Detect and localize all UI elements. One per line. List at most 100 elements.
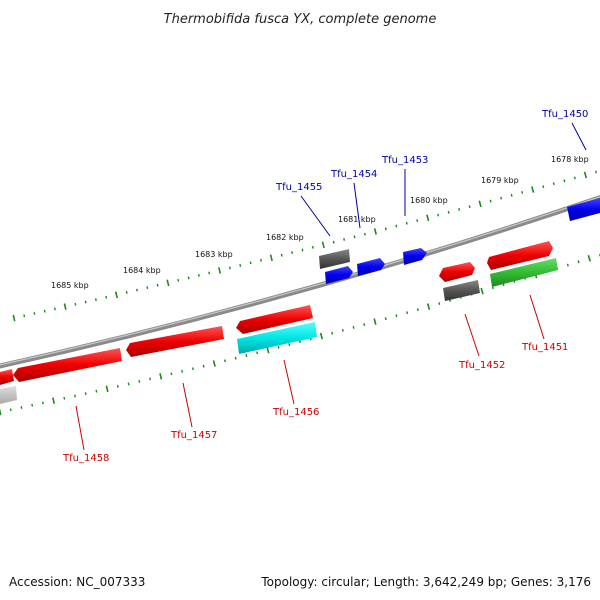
gene-arrow-blue-e[interactable] (325, 266, 353, 284)
gene-label-tfu-1452[interactable]: Tfu_1452 (458, 360, 505, 371)
gene-arrow-blue-c[interactable] (403, 248, 427, 265)
scale-tick-top-0 (12, 314, 16, 322)
scale-tick-top-16 (177, 278, 180, 282)
scale-tick-bottom-53 (566, 263, 569, 267)
gene-label-tfu-1455[interactable]: Tfu_1455 (275, 182, 322, 193)
callout-line-tfu-1450 (571, 122, 587, 151)
scale-tick-top-34 (363, 232, 366, 236)
kbp-label-1684: 1684 kbp (123, 266, 161, 275)
gene-label-tfu-1456[interactable]: Tfu_1456 (272, 407, 319, 418)
scale-tick-bottom-23 (245, 354, 248, 357)
kbp-label-1678: 1678 kbp (551, 155, 589, 164)
scale-tick-top-29 (311, 245, 314, 249)
scale-tick-top-21 (228, 266, 231, 270)
gene-label-tfu-1458[interactable]: Tfu_1458 (62, 453, 109, 464)
scale-tick-bottom-22 (234, 356, 237, 360)
kbp-label-1680: 1680 kbp (410, 196, 448, 205)
scale-tick-top-52 (552, 182, 555, 186)
gene-label-tfu-1454[interactable]: Tfu_1454 (330, 169, 377, 180)
scale-tick-bottom-16 (170, 372, 173, 376)
kbp-label-1682: 1682 kbp (266, 233, 304, 242)
scale-tick-top-4 (53, 307, 56, 311)
scale-tick-top-51 (542, 185, 545, 189)
scale-tick-bottom-55 (587, 255, 591, 262)
scale-tick-top-47 (500, 196, 503, 200)
scale-tick-bottom-26 (277, 345, 280, 349)
scale-tick-bottom-35 (373, 318, 377, 325)
scale-tick-bottom-21 (224, 359, 226, 363)
scale-tick-bottom-31 (331, 331, 334, 335)
gene-label-tfu-1457[interactable]: Tfu_1457 (170, 430, 217, 441)
scale-tick-bottom-54 (577, 260, 580, 264)
gene-label-tfu-1451[interactable]: Tfu_1451 (521, 342, 568, 353)
callout-line-tfu-1451 (529, 294, 545, 340)
scale-tick-bottom-1 (9, 408, 12, 412)
genome-summary-text: Topology: circular; Length: 3,642,249 bp… (260, 575, 591, 589)
gene-arrow-red-g[interactable] (236, 305, 313, 334)
scale-tick-top-28 (301, 248, 304, 252)
gene-box-light-gray[interactable] (0, 386, 17, 404)
scale-tick-top-6 (74, 302, 77, 306)
kbp-label-1681: 1681 kbp (338, 215, 376, 224)
scale-tick-bottom-7 (74, 394, 76, 398)
scale-tick-top-17 (187, 276, 190, 280)
scale-tick-bottom-5 (52, 397, 55, 404)
scale-tick-bottom-18 (191, 367, 194, 371)
scale-tick-top-13 (146, 286, 149, 290)
scale-tick-top-30 (321, 241, 325, 249)
genome-backbone (0, 195, 600, 369)
scale-tick-top-55 (583, 171, 588, 179)
scale-tick-bottom-17 (181, 369, 184, 373)
genome-backbone-highlight (0, 196, 600, 366)
scale-tick-bottom-2 (20, 406, 23, 409)
scale-tick-bottom-15 (159, 373, 163, 380)
scale-tick-bottom-8 (84, 392, 87, 396)
scale-tick-top-49 (521, 191, 524, 194)
scale-tick-bottom-10 (105, 385, 109, 393)
callout-line-tfu-1455 (300, 195, 331, 237)
gene-arrow-red-i[interactable] (13, 348, 122, 382)
scale-tick-top-38 (405, 221, 408, 225)
scale-tick-top-41 (437, 213, 440, 217)
map-title: Thermobifida fusca YX, complete genome (164, 12, 437, 27)
scale-tick-top-3 (43, 309, 46, 313)
scale-tick-bottom-3 (31, 403, 34, 407)
gene-arrow-red-a[interactable] (487, 241, 553, 270)
scale-tick-top-7 (84, 300, 87, 304)
scale-tick-top-53 (563, 179, 566, 183)
gene-tfu-1452-box[interactable] (443, 280, 480, 301)
scale-tick-top-10 (114, 291, 118, 299)
gene-tfu-1451-box[interactable] (490, 258, 558, 287)
scale-tick-bottom-27 (288, 343, 291, 346)
gene-arrow-red-h[interactable] (126, 326, 224, 357)
scale-tick-top-50 (531, 186, 535, 193)
scale-tick-top-9 (105, 295, 108, 299)
scale-tick-top-27 (291, 251, 294, 255)
scale-tick-bottom-41 (438, 302, 441, 305)
scale-tick-top-40 (426, 214, 430, 222)
scale-tick-bottom-14 (149, 377, 151, 381)
scale-tick-top-31 (332, 240, 335, 244)
gene-label-tfu-1453[interactable]: Tfu_1453 (381, 155, 428, 166)
scale-tick-bottom-46 (491, 286, 494, 290)
scale-tick-bottom-34 (363, 323, 366, 326)
gene-label-tfu-1450[interactable]: Tfu_1450 (541, 109, 588, 120)
callout-line-tfu-1452 (464, 313, 480, 357)
gene-box-gray-f[interactable] (319, 249, 350, 269)
gene-tfu-1450[interactable] (567, 198, 600, 221)
scale-tick-bottom-40 (426, 303, 431, 310)
gene-tfu-1456-box[interactable] (237, 322, 317, 354)
gene-arrow-blue-d[interactable] (357, 258, 385, 276)
scale-tick-top-44 (468, 205, 471, 209)
scale-tick-bottom-6 (63, 396, 66, 400)
callout-line-tfu-1454 (353, 182, 361, 229)
scale-tick-bottom-30 (319, 332, 324, 340)
scale-tick-top-36 (384, 227, 387, 231)
callout-lines (75, 122, 587, 451)
scale-tick-top-46 (489, 199, 492, 203)
scale-tick-bottom-38 (406, 311, 409, 315)
scale-tick-bottom-33 (352, 326, 355, 329)
gene-arrow-red-j[interactable] (0, 369, 14, 385)
gene-arrow-red-b[interactable] (439, 262, 475, 282)
callout-line-tfu-1456 (283, 359, 295, 405)
